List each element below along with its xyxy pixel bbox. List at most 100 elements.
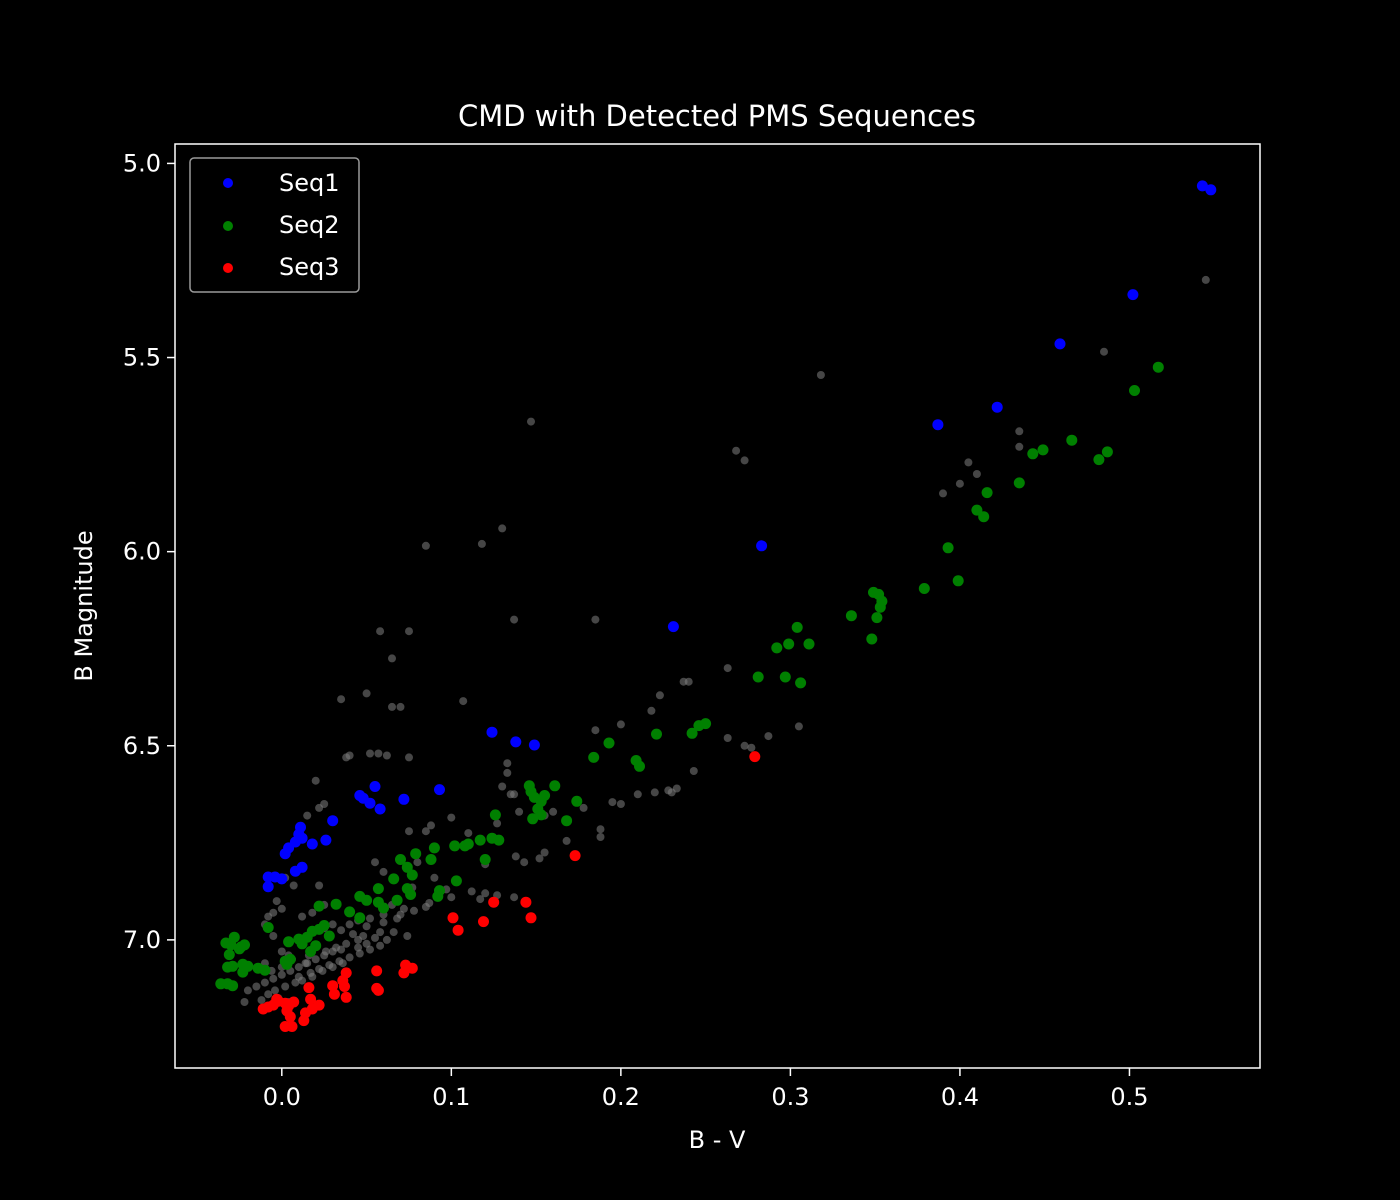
background-point [311, 776, 320, 785]
background-point [608, 798, 617, 807]
background-point [281, 982, 290, 991]
seq3-point [452, 924, 464, 936]
background-point [260, 978, 269, 987]
seq2-point [952, 575, 964, 587]
seq3-point [488, 896, 500, 908]
seq1-point [434, 784, 445, 796]
background-point [264, 912, 273, 921]
seq2-point [459, 840, 471, 852]
seq3-point [257, 1003, 269, 1015]
background-point [403, 932, 412, 940]
seq2-point [1037, 444, 1049, 456]
background-point [376, 941, 385, 950]
seq2-point [942, 542, 954, 554]
background-point [421, 541, 430, 550]
background-point [591, 615, 600, 624]
background-point [269, 932, 278, 940]
background-point [376, 928, 385, 937]
background-point [371, 858, 379, 867]
seq1-point [327, 815, 339, 827]
seq3-point [303, 982, 315, 994]
seq3-point [284, 1011, 296, 1023]
background-point [476, 895, 485, 904]
background-point [269, 974, 278, 983]
background-point [338, 959, 347, 968]
background-point [616, 720, 625, 729]
background-point [257, 996, 266, 1005]
seq3-point [339, 981, 350, 992]
background-point [410, 906, 418, 915]
seq2-point [981, 487, 993, 499]
background-point [301, 959, 310, 968]
y-tick-label: 6.5 [123, 732, 161, 760]
seq2-point [871, 612, 883, 624]
background-point [740, 741, 749, 750]
seq2-point [971, 504, 983, 516]
seq2-point [406, 869, 418, 881]
background-point [633, 790, 642, 799]
seq2-point [771, 642, 783, 654]
background-point [243, 986, 252, 995]
background-point [535, 854, 544, 863]
seq2-point [803, 638, 815, 650]
seq2-point [354, 912, 366, 924]
seq2-point [686, 727, 698, 739]
seq1-point [306, 838, 318, 850]
x-axis-ticks: 0.0 0.1 0.2 0.3 0.4 0.5 [263, 1068, 1149, 1111]
seq2-point [1093, 454, 1105, 466]
legend-label-seq3: Seq3 [279, 253, 340, 281]
background-point [405, 753, 413, 762]
background-point [321, 947, 330, 956]
background-point [298, 912, 307, 921]
background-point [308, 972, 317, 981]
legend-marker-seq2 [223, 221, 233, 231]
background-point [277, 904, 286, 913]
seq2-point [795, 677, 807, 689]
seq2-point [283, 936, 295, 948]
seq2-point [1066, 434, 1078, 446]
background-point [303, 811, 312, 820]
seq2-point [651, 728, 662, 740]
background-point [481, 889, 490, 898]
y-axis-label: B Magnitude [70, 530, 98, 681]
background-point [264, 990, 273, 999]
background-point [393, 914, 402, 923]
background-point [447, 893, 456, 902]
background-point [328, 920, 337, 929]
seq2-point [450, 875, 462, 887]
seq1-point [369, 781, 381, 792]
background-point [447, 813, 456, 822]
background-point [252, 982, 261, 991]
background-point [389, 928, 398, 937]
seq1-point [1196, 180, 1208, 192]
legend: Seq1 Seq2 Seq3 [189, 157, 360, 293]
background-point [294, 963, 303, 972]
background-point [311, 955, 320, 964]
x-tick-label: 0.1 [432, 1083, 470, 1111]
background-point [399, 904, 408, 913]
seq1-point [932, 419, 944, 431]
background-point [510, 615, 519, 624]
seq2-point [1101, 446, 1113, 458]
background-point [345, 953, 354, 962]
seq2-point [296, 938, 308, 950]
background-point [511, 852, 520, 861]
seq3-point [340, 991, 352, 1003]
background-point [362, 939, 371, 948]
background-point [388, 654, 396, 663]
seq2-point [549, 780, 561, 792]
seq2-point [432, 890, 444, 902]
background-point [320, 800, 329, 808]
series-seq1 [262, 180, 1217, 893]
seq2-point [489, 809, 501, 821]
background-point [337, 695, 346, 704]
seq2-point [1013, 477, 1025, 489]
seq2-point [874, 601, 886, 613]
x-tick-label: 0.5 [1110, 1083, 1148, 1111]
legend-label-seq1: Seq1 [279, 169, 340, 197]
seq3-point [305, 993, 317, 1005]
background-point [816, 371, 825, 379]
background-point [579, 803, 588, 812]
seq2-point [779, 671, 791, 683]
seq1-point [364, 797, 376, 809]
